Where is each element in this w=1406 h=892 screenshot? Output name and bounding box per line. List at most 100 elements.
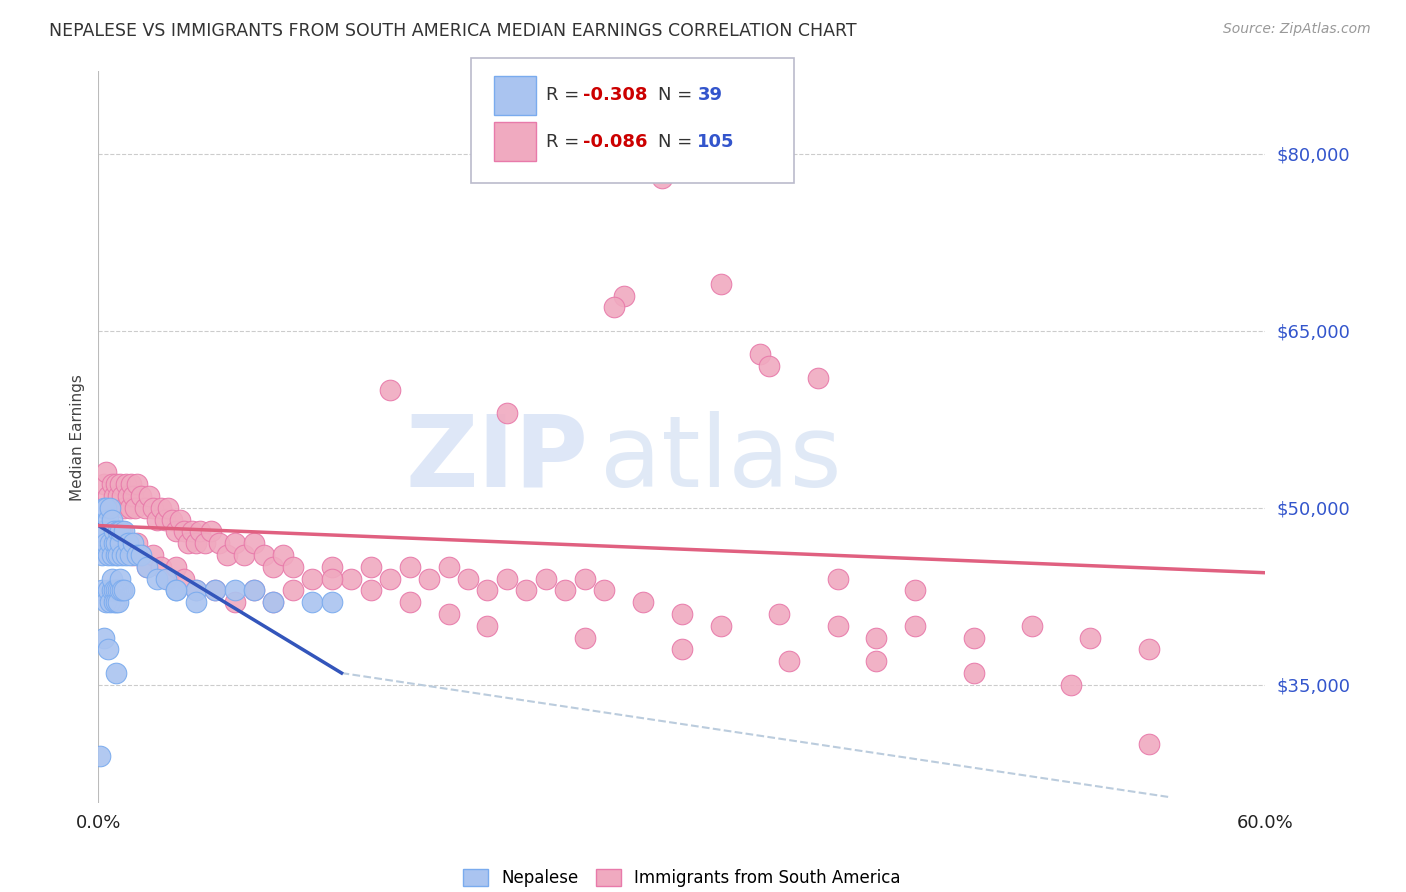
Text: N =: N = <box>658 87 697 104</box>
Point <box>204 583 226 598</box>
Point <box>93 477 115 491</box>
Text: N =: N = <box>658 133 697 151</box>
Point <box>104 548 127 562</box>
Point <box>108 524 131 539</box>
Point <box>631 595 654 609</box>
Text: R =: R = <box>546 87 585 104</box>
Point <box>1021 619 1043 633</box>
Point <box>748 347 770 361</box>
Point <box>554 583 576 598</box>
Point <box>98 595 121 609</box>
Point <box>301 572 323 586</box>
Point <box>437 607 460 621</box>
Point <box>122 548 145 562</box>
Point <box>108 536 131 550</box>
Point <box>165 583 187 598</box>
Point <box>101 477 124 491</box>
Point <box>1137 642 1160 657</box>
Point <box>97 489 120 503</box>
Point <box>710 277 733 291</box>
Point <box>103 595 125 609</box>
Point <box>104 477 127 491</box>
Point <box>117 489 139 503</box>
Point <box>146 513 169 527</box>
Point <box>136 559 159 574</box>
Point <box>758 359 780 374</box>
Point <box>96 595 118 609</box>
Text: -0.308: -0.308 <box>583 87 648 104</box>
Point <box>97 642 120 657</box>
Point <box>149 559 172 574</box>
Point <box>184 595 207 609</box>
Point <box>398 595 420 609</box>
Point <box>103 489 125 503</box>
Point <box>807 371 830 385</box>
Point <box>107 536 129 550</box>
Point <box>103 524 125 539</box>
Point <box>127 477 149 491</box>
Point <box>173 572 195 586</box>
Point <box>184 536 207 550</box>
Point <box>107 548 129 562</box>
Point <box>180 524 202 539</box>
Point <box>91 583 114 598</box>
Legend: Nepalese, Immigrants from South America: Nepalese, Immigrants from South America <box>457 863 907 892</box>
Point <box>136 559 159 574</box>
Text: NEPALESE VS IMMIGRANTS FROM SOUTH AMERICA MEDIAN EARNINGS CORRELATION CHART: NEPALESE VS IMMIGRANTS FROM SOUTH AMERIC… <box>49 22 856 40</box>
Point <box>97 548 120 562</box>
Point <box>98 500 121 515</box>
Point <box>118 500 141 515</box>
Point <box>117 536 139 550</box>
Point <box>104 666 127 681</box>
Point <box>149 500 172 515</box>
Point <box>129 489 152 503</box>
Point <box>101 513 124 527</box>
Point <box>671 607 693 621</box>
Point <box>593 583 616 598</box>
Point <box>865 654 887 668</box>
Point <box>122 536 145 550</box>
Point <box>398 559 420 574</box>
Point <box>778 654 800 668</box>
Point <box>1137 737 1160 751</box>
Point <box>281 559 304 574</box>
Point <box>243 583 266 598</box>
Point <box>112 524 135 539</box>
Point <box>865 631 887 645</box>
Point <box>93 500 115 515</box>
Point <box>142 548 165 562</box>
Point <box>93 524 115 539</box>
Point <box>97 513 120 527</box>
Point <box>108 477 131 491</box>
Point <box>380 572 402 586</box>
Point <box>117 536 139 550</box>
Point <box>96 466 118 480</box>
Point <box>574 572 596 586</box>
Point <box>243 536 266 550</box>
Point <box>603 301 626 315</box>
Point <box>111 548 134 562</box>
Point <box>418 572 440 586</box>
Point <box>962 631 984 645</box>
Point <box>477 619 499 633</box>
Point <box>124 500 146 515</box>
Point <box>101 583 124 598</box>
Text: 105: 105 <box>697 133 735 151</box>
Point <box>233 548 256 562</box>
Point <box>243 583 266 598</box>
Point <box>93 631 115 645</box>
Point <box>208 536 231 550</box>
Point <box>437 559 460 574</box>
Point <box>262 559 284 574</box>
Point <box>710 619 733 633</box>
Point <box>103 524 125 539</box>
Point <box>477 583 499 598</box>
Text: ZIP: ZIP <box>406 410 589 508</box>
Point <box>200 524 222 539</box>
Point <box>340 572 363 586</box>
Point <box>96 500 118 515</box>
Point <box>98 500 121 515</box>
Point <box>134 500 156 515</box>
Point <box>89 748 111 763</box>
Point <box>138 489 160 503</box>
